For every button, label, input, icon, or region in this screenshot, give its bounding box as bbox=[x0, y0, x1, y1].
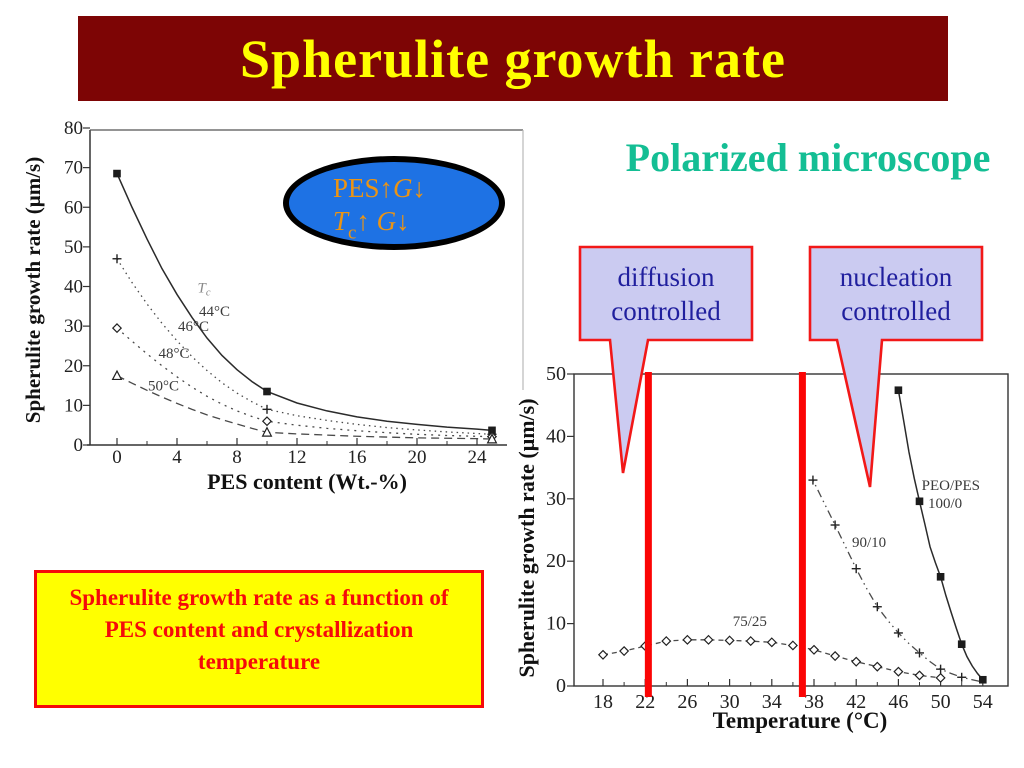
growth-rate-vs-temperature-series-90-10 bbox=[808, 475, 981, 683]
svg-text:10: 10 bbox=[64, 395, 83, 416]
callout-diffusion-line-2: controlled bbox=[611, 296, 721, 326]
page-title-banner: Spherulite growth rate bbox=[78, 16, 948, 101]
growth-rate-vs-pes-content-label: 50°C bbox=[148, 379, 179, 395]
page-title: Spherulite growth rate bbox=[240, 28, 786, 89]
caption-box: Spherulite growth rate as a function of … bbox=[34, 570, 484, 708]
subtitle: Polarized microscope bbox=[625, 135, 991, 180]
svg-text:30: 30 bbox=[546, 488, 566, 510]
svg-text:26: 26 bbox=[677, 691, 697, 713]
callout-diffusion-line-1: diffusion bbox=[617, 262, 715, 292]
svg-text:30: 30 bbox=[64, 316, 83, 337]
svg-text:30: 30 bbox=[720, 691, 740, 713]
svg-text:20: 20 bbox=[408, 447, 427, 468]
growth-rate-vs-pes-content-xlabel: PES content (Wt.-%) bbox=[207, 469, 407, 494]
svg-text:34: 34 bbox=[762, 691, 782, 713]
ellipse-line-2: Tc↑ G↓ bbox=[333, 206, 410, 244]
growth-rate-vs-pes-content-label: 46°C bbox=[178, 319, 209, 335]
svg-text:8: 8 bbox=[232, 447, 242, 468]
growth-rate-vs-temperature-label: PEO/PES bbox=[922, 478, 980, 494]
svg-text:12: 12 bbox=[288, 447, 307, 468]
growth-rate-vs-pes-content-label: Tc bbox=[197, 280, 210, 298]
svg-text:50: 50 bbox=[64, 237, 83, 258]
callout-nucleation-line-1: nucleation bbox=[839, 262, 953, 292]
growth-rate-vs-temperature-highlight-line-0 bbox=[644, 372, 652, 697]
caption-line-3: temperature bbox=[197, 649, 321, 674]
svg-text:50: 50 bbox=[546, 363, 566, 385]
svg-text:80: 80 bbox=[64, 118, 83, 139]
growth-rate-vs-pes-content-ylabel: Spherulite growth rate (μm/s) bbox=[21, 157, 45, 423]
svg-text:46: 46 bbox=[888, 691, 908, 713]
svg-text:0: 0 bbox=[74, 435, 84, 456]
annotation-ellipse: PES↑G↓ Tc↑ G↓ bbox=[283, 156, 505, 250]
ellipse-line-1: PES↑G↓ bbox=[333, 173, 427, 203]
svg-text:40: 40 bbox=[64, 277, 83, 298]
svg-text:24: 24 bbox=[468, 447, 488, 468]
svg-text:10: 10 bbox=[546, 613, 566, 635]
svg-text:70: 70 bbox=[64, 158, 83, 179]
growth-rate-vs-pes-content-label: 44°C bbox=[199, 304, 230, 320]
callout-nucleation-line-2: controlled bbox=[841, 296, 951, 326]
growth-rate-vs-pes-content: 0 4 8 12 16 20 24 0 10 20 30 40 50 60 70 80 PES content … bbox=[21, 118, 524, 494]
svg-text:42: 42 bbox=[846, 691, 866, 713]
caption-line-1: Spherulite growth rate as a function of bbox=[69, 585, 449, 610]
growth-rate-vs-temperature-label: 75/25 bbox=[733, 614, 767, 630]
growth-rate-vs-temperature: 18 22 26 30 34 38 42 46 50 5401020304050Temperatu… bbox=[514, 363, 1009, 733]
growth-rate-vs-temperature-label: 100/0 bbox=[928, 496, 962, 512]
growth-rate-vs-temperature-highlight-line-1 bbox=[798, 372, 806, 697]
svg-text:50: 50 bbox=[931, 691, 951, 713]
svg-text:60: 60 bbox=[64, 197, 83, 218]
svg-text:0: 0 bbox=[112, 447, 122, 468]
svg-text:0: 0 bbox=[556, 675, 566, 697]
growth-rate-vs-temperature-label: 90/10 bbox=[852, 535, 886, 551]
callout-nucleation: nucleation controlled bbox=[810, 247, 982, 328]
svg-text:16: 16 bbox=[348, 447, 367, 468]
growth-rate-vs-temperature-series-75-25 bbox=[597, 634, 946, 683]
caption-line-2: PES content and crystallization bbox=[104, 617, 414, 642]
svg-text:20: 20 bbox=[64, 356, 83, 377]
svg-text:18: 18 bbox=[593, 691, 613, 713]
svg-text:38: 38 bbox=[804, 691, 824, 713]
growth-rate-vs-pes-content-series-50-C bbox=[111, 369, 498, 444]
growth-rate-vs-temperature-series-PEO-PES-100-0 bbox=[894, 386, 987, 684]
callout-diffusion: diffusion controlled bbox=[580, 247, 752, 328]
callout-shape-1 bbox=[808, 245, 984, 488]
callout-shape-0 bbox=[578, 245, 754, 474]
growth-rate-vs-temperature-ylabel: Spherulite growth rate (μm/s) bbox=[514, 398, 539, 677]
svg-text:20: 20 bbox=[546, 550, 566, 572]
svg-text:4: 4 bbox=[172, 447, 182, 468]
svg-text:54: 54 bbox=[973, 691, 993, 713]
svg-text:40: 40 bbox=[546, 425, 566, 447]
growth-rate-vs-pes-content-label: 48°C bbox=[158, 346, 189, 362]
growth-rate-vs-temperature-xlabel: Temperature (°C) bbox=[713, 708, 888, 733]
